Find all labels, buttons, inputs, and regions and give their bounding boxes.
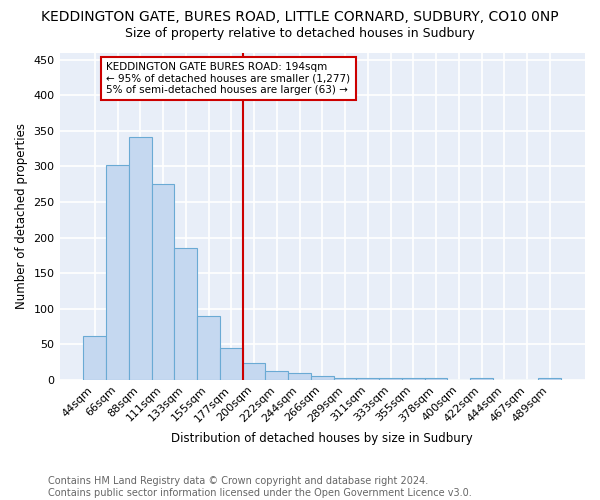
Bar [356,378,379,380]
Bar [197,316,220,380]
Bar [152,184,175,380]
Bar [311,376,334,380]
Bar [334,378,356,380]
Bar [288,374,311,380]
Text: Size of property relative to detached houses in Sudbury: Size of property relative to detached ho… [125,28,475,40]
Bar [402,378,425,380]
Bar [425,378,448,380]
Bar [265,370,288,380]
Bar [83,336,106,380]
Text: KEDDINGTON GATE BURES ROAD: 194sqm
← 95% of detached houses are smaller (1,277)
: KEDDINGTON GATE BURES ROAD: 194sqm ← 95%… [106,62,350,95]
Bar [220,348,242,380]
Bar [129,137,152,380]
Bar [242,364,265,380]
X-axis label: Distribution of detached houses by size in Sudbury: Distribution of detached houses by size … [172,432,473,445]
Text: KEDDINGTON GATE, BURES ROAD, LITTLE CORNARD, SUDBURY, CO10 0NP: KEDDINGTON GATE, BURES ROAD, LITTLE CORN… [41,10,559,24]
Y-axis label: Number of detached properties: Number of detached properties [15,123,28,309]
Bar [106,165,129,380]
Bar [379,378,402,380]
Bar [538,378,561,380]
Bar [175,248,197,380]
Text: Contains HM Land Registry data © Crown copyright and database right 2024.
Contai: Contains HM Land Registry data © Crown c… [48,476,472,498]
Bar [470,378,493,380]
